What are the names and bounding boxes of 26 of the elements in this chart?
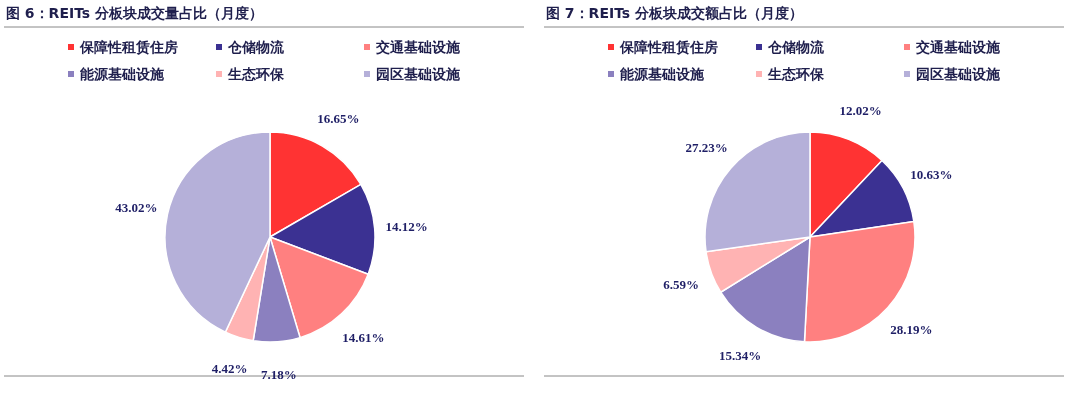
data-label: 12.02% — [839, 102, 882, 118]
data-label: 14.61% — [342, 330, 385, 346]
legend-label: 交通基础设施 — [375, 39, 461, 55]
legend-label: 生态环保 — [227, 66, 285, 82]
legend-label: 仓储物流 — [767, 39, 825, 55]
data-label: 10.63% — [910, 166, 953, 182]
legend-label: 能源基础设施 — [80, 66, 165, 82]
data-label: 43.02% — [115, 200, 158, 216]
data-label: 6.59% — [663, 276, 700, 292]
legend-label: 园区基础设施 — [376, 66, 461, 82]
legend-label: 仓储物流 — [227, 39, 285, 55]
data-label: 4.42% — [211, 360, 248, 376]
legend-label: 能源基础设施 — [620, 66, 705, 82]
data-label: 14.12% — [385, 218, 428, 234]
data-label: 28.19% — [890, 322, 933, 338]
legend-label: 生态环保 — [767, 66, 825, 82]
chart-title: 图 6：REITs 分板块成交量占比（月度） — [6, 5, 264, 21]
legend-label: 园区基础设施 — [916, 66, 1001, 82]
legend-label: 交通基础设施 — [915, 39, 1001, 55]
data-label: 27.23% — [685, 140, 728, 156]
chart-title: 图 7：REITs 分板块成交额占比（月度） — [546, 5, 804, 21]
legend-label: 保障性租赁住房 — [619, 39, 718, 55]
data-label: 15.34% — [719, 347, 762, 363]
legend-label: 保障性租赁住房 — [79, 39, 178, 55]
data-label: 16.65% — [317, 111, 360, 127]
data-label: 7.18% — [260, 366, 297, 382]
